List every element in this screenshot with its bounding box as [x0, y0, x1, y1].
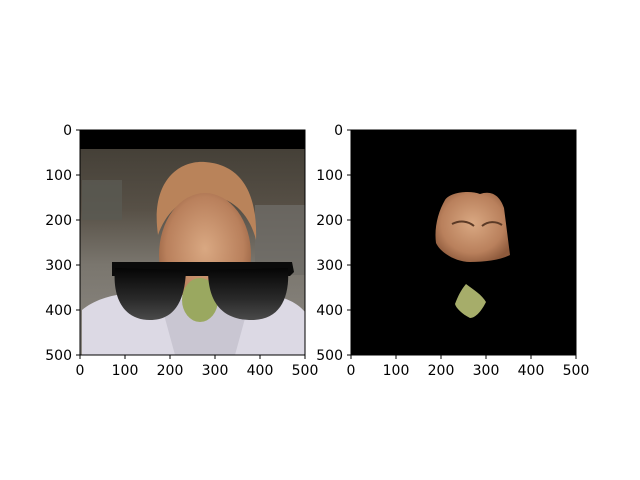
left-ytick-label: 500	[45, 348, 72, 364]
right-ytick-label: 200	[316, 213, 343, 229]
left-xtick-label: 300	[202, 363, 229, 379]
left-ytick-label: 100	[45, 168, 72, 184]
right-xtick-label: 100	[383, 363, 410, 379]
right-image	[351, 130, 576, 355]
left-xtick-label: 100	[112, 363, 139, 379]
left-ytick-label: 0	[63, 123, 72, 139]
right-xtick-label: 0	[347, 363, 356, 379]
right-ytick-label: 300	[316, 258, 343, 274]
right-ytick-label: 500	[316, 348, 343, 364]
left-image	[80, 130, 305, 355]
right-ytick-label: 400	[316, 303, 343, 319]
right-ytick-label: 100	[316, 168, 343, 184]
left-xtick-label: 400	[247, 363, 274, 379]
left-xtick-label: 0	[76, 363, 85, 379]
right-ytick-label: 0	[334, 123, 343, 139]
right-axes-frame	[350, 129, 577, 356]
left-ytick-label: 200	[45, 213, 72, 229]
right-xtick-label: 300	[473, 363, 500, 379]
left-ytick-label: 400	[45, 303, 72, 319]
left-axes-frame	[79, 129, 306, 356]
left-xtick-label: 500	[292, 363, 319, 379]
right-xtick-label: 200	[428, 363, 455, 379]
right-xtick-label: 400	[518, 363, 545, 379]
left-ytick-label: 300	[45, 258, 72, 274]
right-xtick-label: 500	[563, 363, 590, 379]
left-xtick-label: 200	[157, 363, 184, 379]
